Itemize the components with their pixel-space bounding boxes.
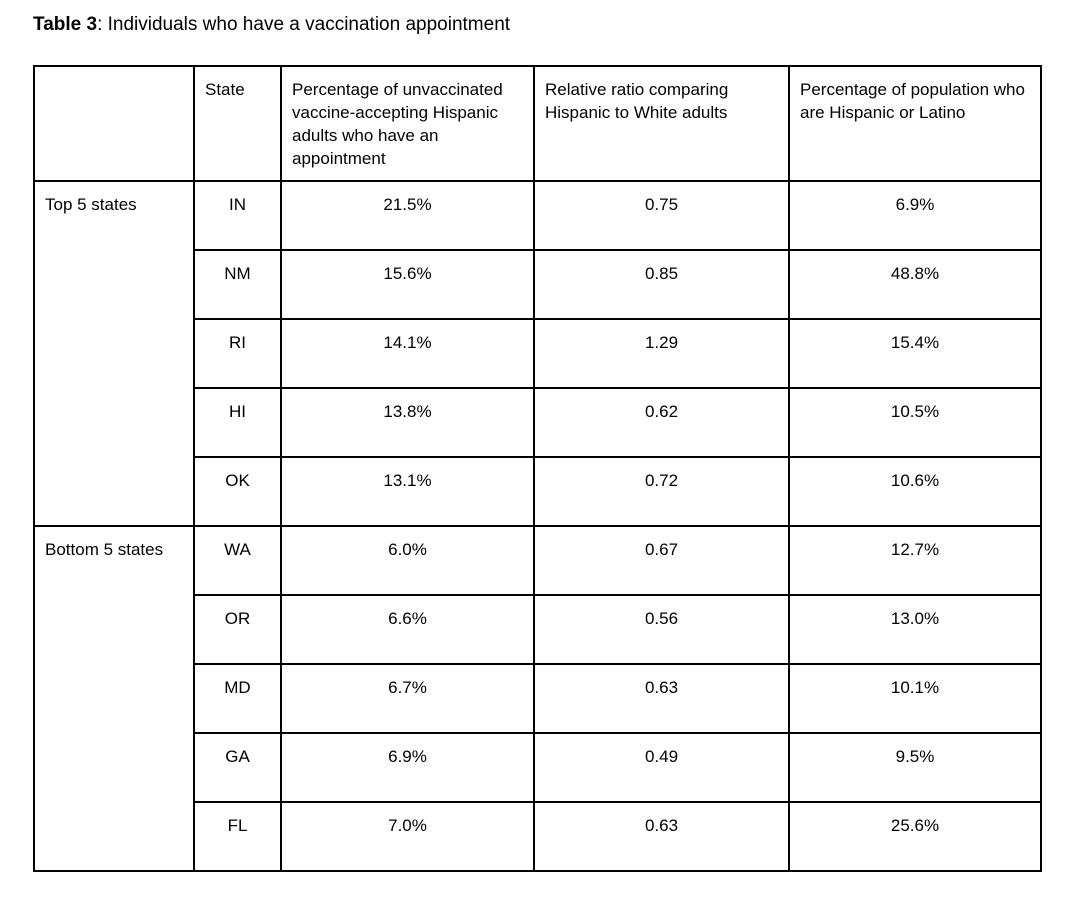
appointment-pct-cell: 6.9% [280,732,535,803]
appointment-pct-cell: 7.0% [280,801,535,872]
table-caption-number: Table 3 [33,14,98,35]
state-cell: OR [193,594,282,665]
hispanic-pct-cell: 9.5% [788,732,1042,803]
relative-ratio-cell: 0.67 [533,525,790,596]
relative-ratio-cell: 0.62 [533,387,790,458]
table-row: GA 6.9% 0.49 9.5% [34,732,1042,803]
table-caption-text: : Individuals who have a vaccination app… [97,14,511,35]
table-row: RI 14.1% 1.29 15.4% [34,318,1042,389]
header-relative-ratio: Relative ratio comparing Hispanic to Whi… [533,65,790,182]
state-cell: MD [193,663,282,734]
relative-ratio-cell: 1.29 [533,318,790,389]
hispanic-pct-cell: 10.5% [788,387,1042,458]
group-label-bottom5: Bottom 5 states [33,525,195,872]
hispanic-pct-cell: 10.1% [788,663,1042,734]
header-row: State Percentage of unvaccinated vaccine… [33,65,1042,182]
header-population-pct: Percentage of population who are Hispani… [788,65,1042,182]
hispanic-pct-cell: 10.6% [788,456,1042,527]
appointment-pct-cell: 6.6% [280,594,535,665]
relative-ratio-cell: 0.85 [533,249,790,320]
state-cell: IN [193,180,282,251]
vaccination-appointment-table: State Percentage of unvaccinated vaccine… [33,65,1042,872]
table-row: FL 7.0% 0.63 25.6% [34,801,1042,872]
group-label-top5: Top 5 states [33,180,195,527]
header-empty-cell [33,65,195,182]
table-row: Bottom 5 states WA 6.0% 0.67 12.7% [33,525,1042,872]
appointment-pct-cell: 6.7% [280,663,535,734]
appointment-pct-cell: 13.8% [280,387,535,458]
hispanic-pct-cell: 13.0% [788,594,1042,665]
state-cell: GA [193,732,282,803]
hispanic-pct-cell: 6.9% [788,180,1042,251]
appointment-pct-cell: 14.1% [280,318,535,389]
header-appointment-pct: Percentage of unvaccinated vaccine-accep… [280,65,535,182]
table-row: OR 6.6% 0.56 13.0% [34,594,1042,665]
table-row: OK 13.1% 0.72 10.6% [34,456,1042,527]
table-row: Top 5 states IN 21.5% 0.75 6.9% [33,180,1042,527]
state-cell: NM [193,249,282,320]
relative-ratio-cell: 0.72 [533,456,790,527]
hispanic-pct-cell: 48.8% [788,249,1042,320]
appointment-pct-cell: 15.6% [280,249,535,320]
hispanic-pct-cell: 12.7% [788,525,1042,596]
state-cell: RI [193,318,282,389]
appointment-pct-cell: 13.1% [280,456,535,527]
hispanic-pct-cell: 25.6% [788,801,1042,872]
table-row: NM 15.6% 0.85 48.8% [34,249,1042,320]
state-cell: OK [193,456,282,527]
relative-ratio-cell: 0.49 [533,732,790,803]
state-cell: HI [193,387,282,458]
table-caption: Table 3: Individuals who have a vaccinat… [33,13,510,37]
table-row: MD 6.7% 0.63 10.1% [34,663,1042,734]
hispanic-pct-cell: 15.4% [788,318,1042,389]
relative-ratio-cell: 0.63 [533,663,790,734]
relative-ratio-cell: 0.56 [533,594,790,665]
table-row: HI 13.8% 0.62 10.5% [34,387,1042,458]
state-cell: WA [193,525,282,596]
appointment-pct-cell: 21.5% [280,180,535,251]
relative-ratio-cell: 0.63 [533,801,790,872]
state-cell: FL [193,801,282,872]
header-state: State [193,65,282,182]
relative-ratio-cell: 0.75 [533,180,790,251]
appointment-pct-cell: 6.0% [280,525,535,596]
